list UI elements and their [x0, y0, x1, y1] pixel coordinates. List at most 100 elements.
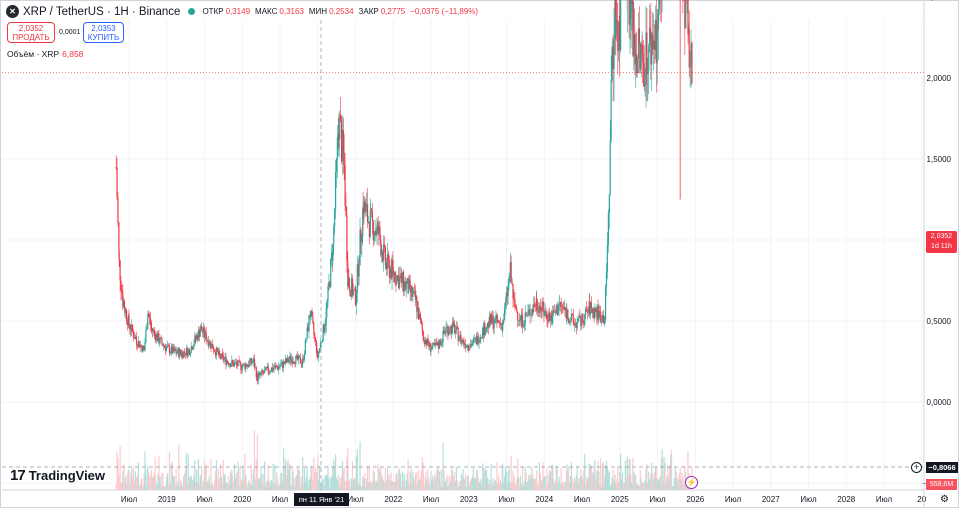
- volume-bar: [119, 446, 121, 490]
- sell-button[interactable]: 2,0352 ПРОДАТЬ: [7, 22, 55, 43]
- candle-body: [315, 337, 317, 343]
- volume-bar: [273, 485, 275, 490]
- volume-bar: [471, 476, 473, 490]
- volume-bar: [637, 485, 640, 490]
- buy-price: 2,0353: [91, 24, 116, 33]
- volume-bar: [265, 481, 268, 490]
- volume-bar: [347, 447, 349, 490]
- candle-body: [135, 336, 137, 341]
- volume-bar: [366, 478, 368, 490]
- volume-legend[interactable]: Объём · XRP 6,858: [7, 49, 83, 59]
- symbol-title[interactable]: XRP / TetherUS · 1H · Binance: [23, 5, 181, 18]
- candle-body: [137, 341, 139, 347]
- volume-bar: [233, 483, 235, 490]
- candle-body: [214, 350, 216, 352]
- volume-bar: [302, 483, 305, 490]
- candle-body: [544, 311, 546, 316]
- volume-bar: [394, 481, 396, 490]
- volume-bar: [662, 480, 664, 490]
- candle-body: [332, 243, 334, 262]
- volume-bar: [339, 486, 341, 490]
- candle-body: [557, 311, 559, 315]
- candle-body: [510, 261, 512, 282]
- volume-bar: [354, 479, 357, 490]
- candle-body: [414, 291, 417, 301]
- candle-body: [358, 265, 360, 277]
- candle-body: [197, 329, 200, 340]
- candle-body: [200, 326, 202, 332]
- candle-body: [324, 325, 326, 327]
- candle-body: [495, 315, 497, 319]
- volume-bar: [298, 470, 301, 490]
- gear-icon[interactable]: ⚙: [940, 494, 949, 505]
- candle-body: [230, 364, 232, 368]
- volume-bar: [279, 484, 281, 490]
- candle-body: [587, 309, 589, 313]
- volume-bar: [283, 448, 285, 490]
- volume-bar: [481, 485, 483, 490]
- volume-bar: [590, 466, 592, 490]
- candle-body: [493, 323, 495, 329]
- tradingview-logo[interactable]: 17 TradingView: [10, 467, 105, 484]
- candle-body: [267, 366, 269, 372]
- candle-body: [186, 348, 188, 356]
- volume-bar: [191, 480, 193, 490]
- volume-bar: [375, 480, 377, 490]
- volume-bar: [592, 473, 594, 490]
- candle-body: [115, 167, 117, 168]
- volume-bar: [441, 486, 443, 490]
- candle-body: [326, 300, 328, 309]
- volume-bar: [439, 485, 441, 490]
- candle-body: [291, 358, 293, 364]
- candle-body: [425, 339, 427, 345]
- volume-bar: [220, 476, 223, 490]
- volume-bar: [347, 473, 349, 490]
- candle-body: [244, 363, 246, 369]
- candle-body: [184, 352, 187, 356]
- candle-body: [193, 343, 195, 348]
- volume-bar: [186, 484, 188, 490]
- candle-body: [219, 354, 222, 359]
- x-tick-label: 2023: [460, 495, 478, 504]
- y-tick-label: 0,0000: [927, 398, 952, 407]
- candle-body: [183, 351, 186, 353]
- candle-body: [564, 307, 566, 310]
- candle-body: [475, 337, 477, 345]
- candle-body: [353, 289, 355, 291]
- candle-body: [454, 330, 457, 334]
- volume-bar: [506, 482, 508, 490]
- volume-bar: [131, 468, 133, 490]
- volume-bar: [443, 469, 445, 490]
- candle-body: [596, 306, 598, 318]
- candle-body: [299, 357, 301, 364]
- volume-bar: [487, 483, 489, 490]
- volume-bar: [451, 470, 454, 490]
- candle-body: [379, 226, 381, 240]
- add-alert-plus-icon[interactable]: +: [911, 462, 922, 473]
- volume-bar: [350, 478, 353, 490]
- volume-bar: [297, 469, 300, 490]
- x-tick-label: Июл: [800, 495, 817, 504]
- volume-bar: [675, 477, 677, 490]
- sell-label: ПРОДАТЬ: [12, 33, 50, 42]
- buy-button[interactable]: 2,0353 КУПИТЬ: [83, 22, 124, 43]
- candle-body: [228, 362, 230, 366]
- candle-body: [513, 297, 515, 300]
- volume-bar: [276, 471, 278, 490]
- volume-bar: [294, 486, 296, 490]
- x-tick-label: 2026: [686, 495, 704, 504]
- volume-bar: [302, 456, 304, 490]
- volume-bar: [376, 481, 378, 490]
- lightning-event-icon[interactable]: ⚡: [685, 476, 698, 489]
- volume-bar: [427, 468, 429, 490]
- volume-bar: [300, 476, 302, 490]
- volume-bar: [164, 486, 167, 490]
- candle-body: [373, 235, 375, 241]
- volume-bar: [132, 476, 134, 490]
- volume-bar: [219, 478, 221, 490]
- volume-bar: [306, 466, 308, 490]
- volume-bar: [440, 469, 442, 490]
- volume-bar: [397, 478, 399, 490]
- sell-price: 2,0352: [18, 24, 44, 33]
